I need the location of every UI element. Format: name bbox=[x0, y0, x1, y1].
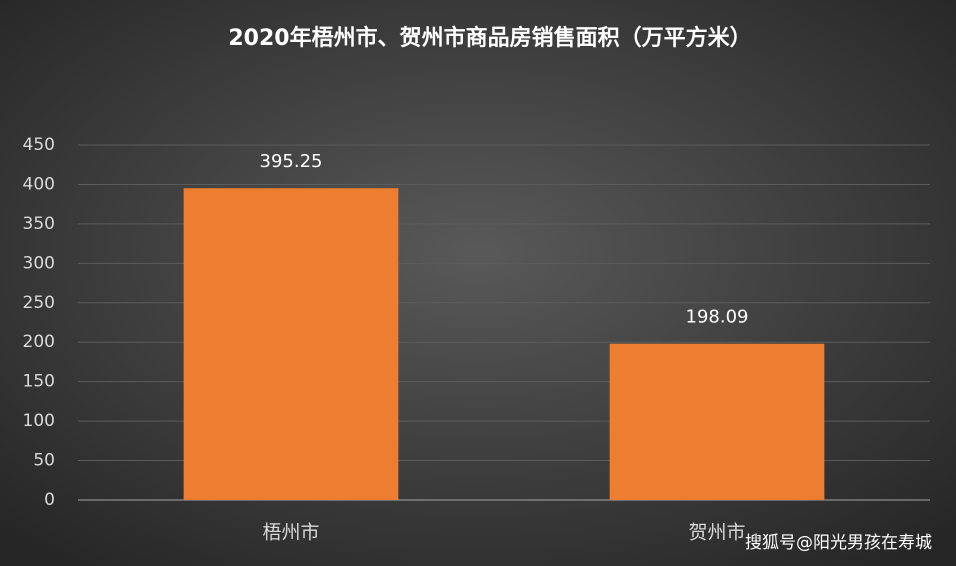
y-tick-label: 200 bbox=[23, 332, 55, 352]
data-label: 198.09 bbox=[686, 307, 749, 328]
y-tick-label: 450 bbox=[23, 135, 55, 155]
y-tick-label: 100 bbox=[23, 411, 55, 431]
x-tick-label: 梧州市 bbox=[262, 522, 319, 544]
chart-title: 2020年梧州市、贺州市商品房销售面积（万平方米） bbox=[228, 25, 751, 51]
y-tick-label: 400 bbox=[23, 174, 55, 194]
y-tick-label: 350 bbox=[23, 214, 55, 234]
y-tick-label: 50 bbox=[33, 451, 55, 471]
x-tick-label: 贺州市 bbox=[688, 522, 745, 544]
bar bbox=[609, 343, 825, 500]
data-label: 395.25 bbox=[260, 151, 323, 172]
y-tick-label: 150 bbox=[23, 372, 55, 392]
y-tick-label: 250 bbox=[23, 293, 55, 313]
bar bbox=[183, 188, 399, 501]
watermark: 搜狐号@阳光男孩在寿城 bbox=[745, 533, 932, 553]
y-tick-label: 0 bbox=[44, 490, 55, 510]
y-tick-label: 300 bbox=[23, 253, 55, 273]
